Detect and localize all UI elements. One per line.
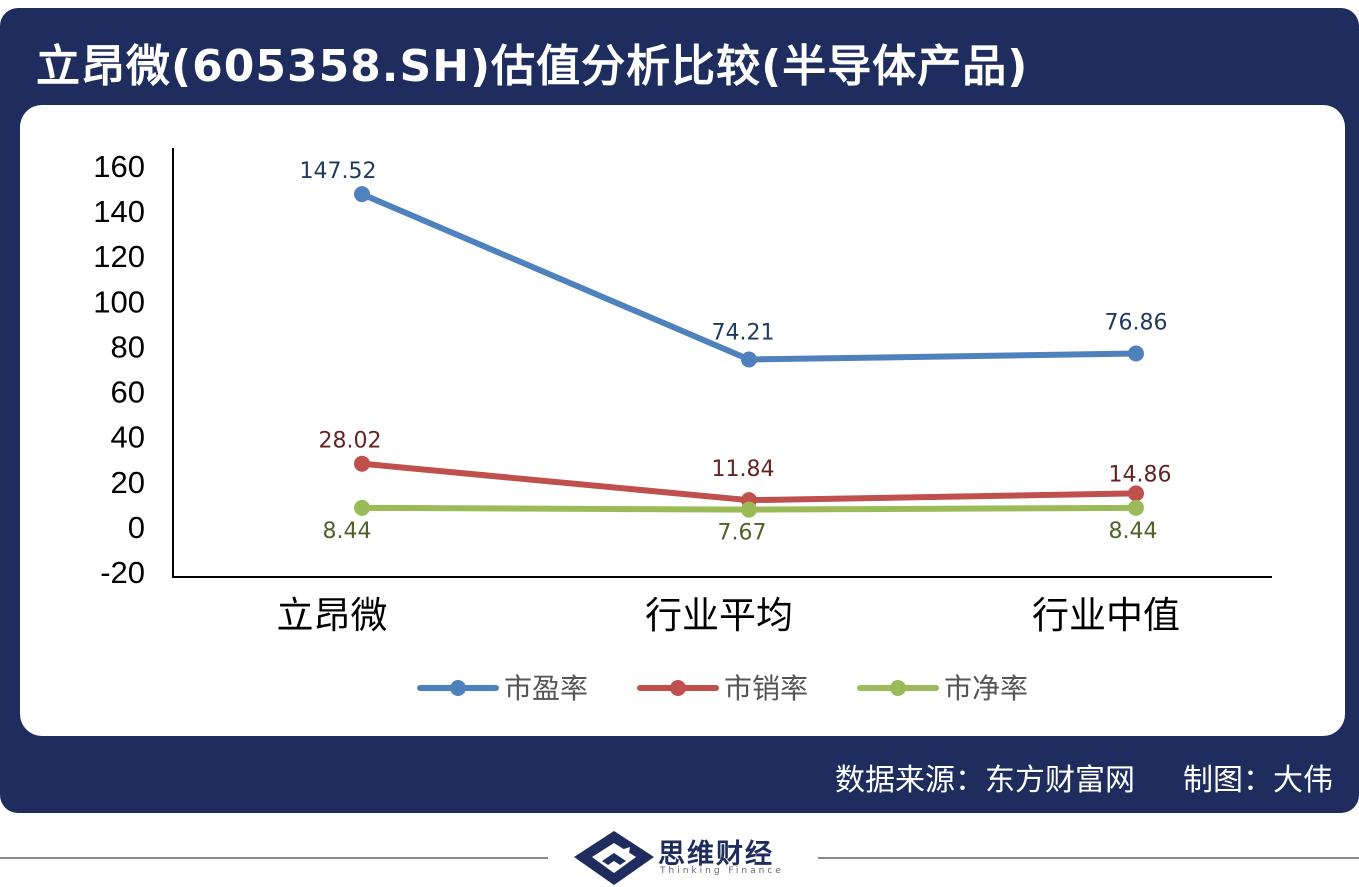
- chart-title: 立昂微(605358.SH)估值分析比较(半导体产品): [36, 41, 1029, 92]
- legend-swatch-marker: [890, 680, 906, 696]
- data-label: 28.02: [319, 429, 382, 454]
- data-point: [1128, 499, 1144, 516]
- y-tick-label: 140: [93, 194, 145, 229]
- y-tick-label: 0: [128, 510, 145, 545]
- data-label: 76.86: [1105, 311, 1168, 336]
- data-point: [741, 351, 757, 368]
- footer-credits: 数据来源：东方财富网 制图：大伟: [835, 755, 1333, 799]
- legend-swatch-marker: [670, 680, 686, 696]
- x-category-label: 行业中值: [1032, 594, 1180, 637]
- legend-label: 市盈率: [504, 672, 588, 705]
- data-label: 74.21: [712, 321, 775, 346]
- data-point: [1128, 485, 1144, 502]
- data-source-text: 数据来源：东方财富网: [835, 763, 1135, 798]
- x-category-label: 行业平均: [645, 594, 793, 637]
- data-label: 8.44: [323, 519, 372, 544]
- data-label: 147.52: [300, 159, 377, 184]
- x-category-label: 立昂微: [277, 594, 388, 637]
- y-tick-label: 160: [93, 149, 145, 184]
- chart-panel: [20, 105, 1345, 736]
- data-point: [741, 501, 757, 518]
- brand-name: 思维财经: [658, 839, 774, 870]
- y-tick-label: 80: [111, 329, 145, 364]
- data-label: 7.67: [718, 521, 767, 546]
- data-point: [1128, 345, 1144, 362]
- y-tick-label: 100: [93, 284, 145, 319]
- y-tick-label: 60: [111, 375, 145, 410]
- legend-swatch-marker: [450, 680, 466, 696]
- footer-divider-left: [0, 857, 548, 859]
- y-tick-label: 120: [93, 239, 145, 274]
- data-point: [354, 455, 370, 472]
- legend-label: 市销率: [724, 672, 808, 705]
- data-point: [354, 186, 370, 203]
- brand-subtitle: Thinking Finance: [660, 866, 784, 876]
- brand-logo-icon: [574, 831, 654, 885]
- data-label: 8.44: [1109, 519, 1158, 544]
- y-tick-label: 20: [111, 465, 145, 500]
- author-text: 制图：大伟: [1183, 763, 1333, 798]
- data-label: 14.86: [1109, 462, 1172, 487]
- y-tick-label: -20: [100, 555, 145, 590]
- legend-label: 市净率: [944, 672, 1028, 705]
- data-point: [354, 499, 370, 516]
- y-tick-label: 40: [111, 420, 145, 455]
- data-label: 11.84: [712, 457, 775, 482]
- footer-divider-right: [818, 857, 1359, 859]
